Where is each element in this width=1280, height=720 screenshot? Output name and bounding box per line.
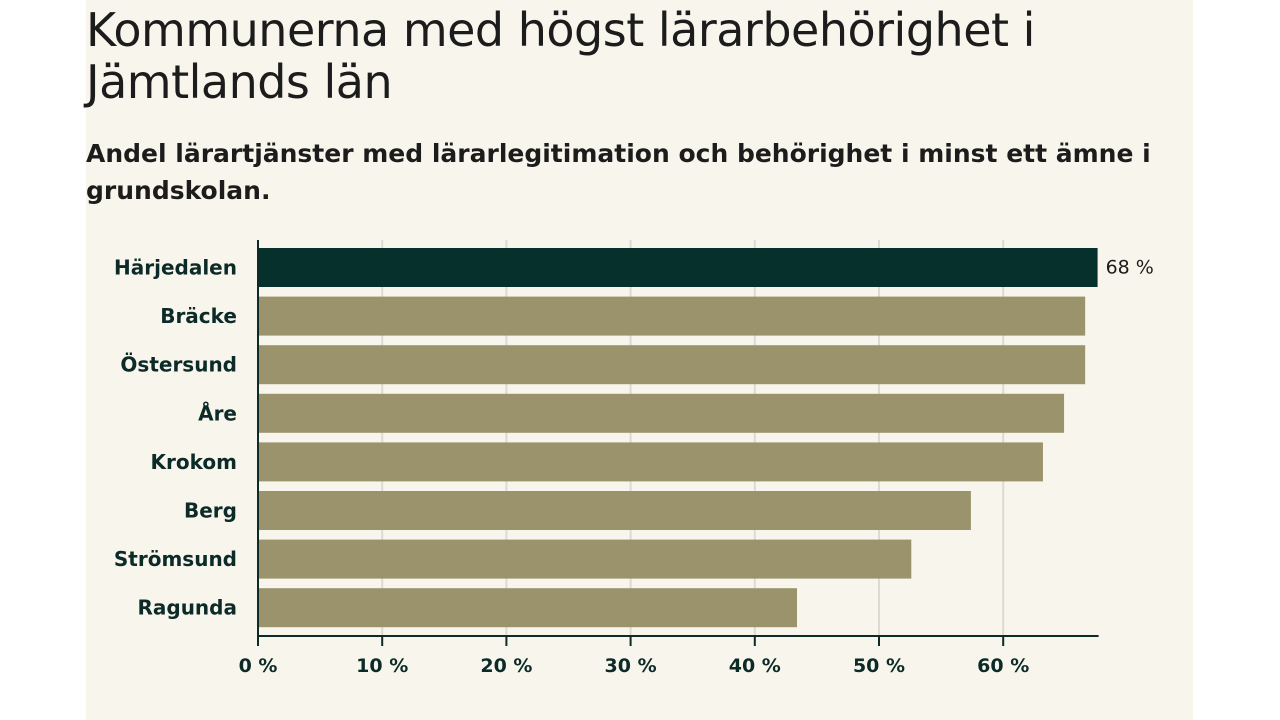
x-tick-label-60: 60 % bbox=[977, 655, 1029, 677]
bar-1 bbox=[258, 296, 1086, 336]
chart-title: Kommunerna med högst lärarbehörighet i J… bbox=[86, 3, 1035, 109]
bar-7 bbox=[258, 588, 798, 628]
bar-2 bbox=[258, 345, 1086, 385]
category-label-4: Krokom bbox=[151, 450, 237, 474]
category-label-2: Östersund bbox=[120, 353, 237, 377]
x-tick-label-30: 30 % bbox=[605, 655, 657, 677]
x-tick-label-40: 40 % bbox=[729, 655, 781, 677]
category-label-3: Åre bbox=[198, 401, 237, 425]
category-label-6: Strömsund bbox=[114, 547, 237, 571]
bar-6 bbox=[258, 539, 912, 579]
x-tick-label-50: 50 % bbox=[853, 655, 905, 677]
category-label-0: Härjedalen bbox=[114, 256, 237, 280]
x-tick-label-20: 20 % bbox=[480, 655, 532, 677]
bar-4 bbox=[258, 442, 1043, 482]
chart-subtitle: Andel lärartjänster med lärarlegitimatio… bbox=[86, 139, 1151, 205]
category-label-7: Ragunda bbox=[137, 596, 237, 620]
bar-0 bbox=[258, 248, 1098, 287]
data-label-0: 68 % bbox=[1106, 257, 1154, 279]
category-label-5: Berg bbox=[184, 499, 237, 523]
bar-3 bbox=[258, 393, 1065, 433]
bar-5 bbox=[258, 491, 971, 530]
x-tick-label-10: 10 % bbox=[356, 655, 408, 677]
category-label-1: Bräcke bbox=[160, 304, 237, 328]
x-tick-label-0: 0 % bbox=[239, 655, 278, 677]
